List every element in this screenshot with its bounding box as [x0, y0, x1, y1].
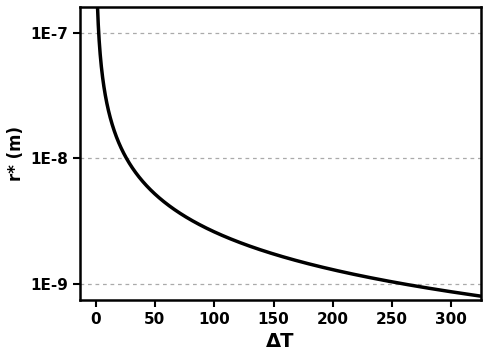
Y-axis label: r* (m): r* (m) [7, 126, 25, 181]
X-axis label: ΔT: ΔT [266, 332, 295, 351]
